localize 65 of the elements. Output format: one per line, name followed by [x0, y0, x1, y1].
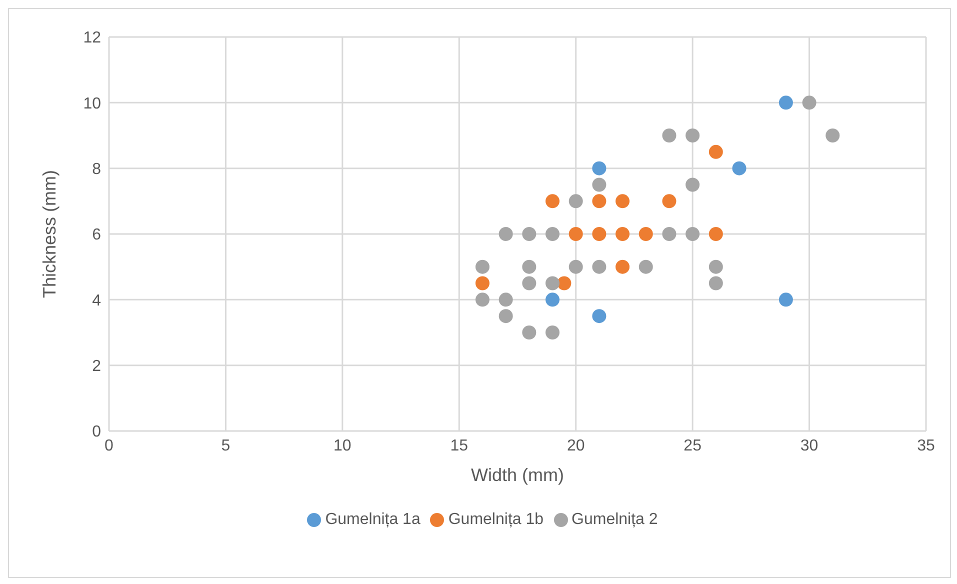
point — [708, 227, 723, 241]
y-tick-label: 12 — [83, 30, 102, 47]
point — [592, 309, 606, 324]
point — [592, 178, 606, 192]
legend-label: Gumelnița 1a — [325, 511, 420, 528]
point — [568, 194, 583, 208]
point — [522, 260, 536, 274]
x-tick-label: 15 — [450, 437, 468, 454]
point — [498, 227, 513, 241]
y-tick-label: 4 — [92, 292, 102, 310]
point — [592, 194, 606, 208]
point — [592, 161, 606, 176]
point — [522, 276, 536, 290]
point — [708, 144, 723, 159]
point — [522, 227, 536, 241]
point — [546, 292, 560, 307]
point — [708, 260, 723, 274]
y-tick-label: 2 — [92, 358, 102, 376]
y-tick-label: 0 — [92, 424, 102, 441]
point — [638, 227, 653, 241]
point — [546, 276, 560, 290]
point — [826, 128, 840, 142]
x-tick-label: 30 — [800, 437, 818, 454]
x-tick-label: 5 — [221, 437, 230, 454]
legend-label: Gumelnița 2 — [572, 511, 658, 528]
point — [802, 96, 816, 110]
point — [638, 260, 653, 274]
point — [498, 292, 513, 307]
x-tick-label: 20 — [566, 437, 585, 454]
point — [732, 161, 746, 176]
point — [616, 260, 630, 274]
point — [475, 292, 490, 307]
point — [592, 260, 606, 274]
x-tick-label: 10 — [334, 437, 352, 454]
point — [662, 128, 676, 142]
point — [708, 276, 723, 290]
point — [475, 276, 490, 290]
point — [686, 227, 700, 241]
point — [522, 326, 536, 340]
x-tick-label: 25 — [684, 437, 702, 454]
point — [778, 96, 793, 110]
point — [546, 326, 560, 340]
point — [662, 194, 676, 208]
y-tick-label: 10 — [83, 95, 102, 112]
point — [778, 292, 793, 307]
y-tick-label: 6 — [92, 226, 102, 244]
point — [592, 227, 606, 241]
point — [686, 178, 700, 192]
legend-label: Gumelnița 1b — [448, 511, 544, 528]
point — [546, 194, 560, 208]
point — [475, 260, 490, 274]
y-tick-label: 8 — [92, 161, 102, 178]
point — [662, 227, 676, 241]
x-tick-label: 35 — [917, 437, 935, 454]
point — [686, 128, 700, 142]
point — [616, 227, 630, 241]
point — [568, 260, 583, 274]
point — [557, 276, 572, 290]
point — [568, 227, 583, 241]
x-axis-title: Width (mm) — [471, 465, 564, 485]
x-tick-label: 0 — [104, 437, 114, 454]
y-axis-title: Thickness (mm) — [39, 170, 60, 298]
point — [616, 194, 630, 208]
point — [546, 227, 560, 241]
point — [498, 309, 513, 324]
